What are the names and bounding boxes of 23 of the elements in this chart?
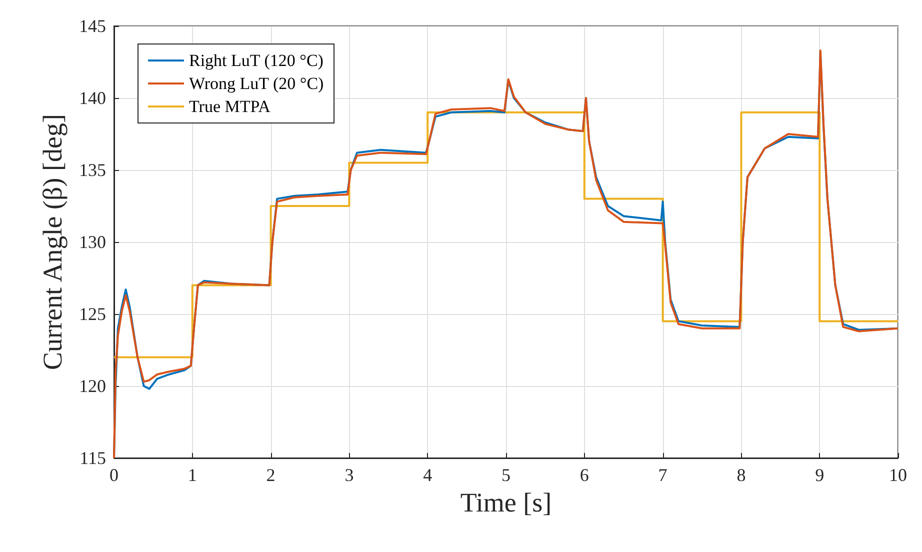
x-tick-label: 5 (502, 465, 510, 485)
x-tick-label: 7 (658, 465, 668, 485)
x-tick-label: 10 (889, 465, 907, 485)
legend-label: True MTPA (189, 97, 272, 116)
y-tick-label: 125 (79, 304, 106, 324)
y-tick-label: 130 (79, 232, 106, 252)
x-axis-title: Time [s] (460, 487, 552, 518)
y-tick-label: 135 (79, 160, 106, 180)
x-tick-label: 9 (815, 465, 824, 485)
y-tick-label: 115 (80, 448, 106, 468)
legend-label: Right LuT (120 °C) (189, 51, 324, 70)
x-tick-label: 1 (188, 465, 197, 485)
y-tick-label: 140 (79, 88, 106, 108)
legend-label: Wrong LuT (20 °C) (189, 74, 324, 93)
x-tick-label: 8 (736, 465, 746, 485)
x-tick-label: 4 (423, 465, 432, 485)
x-tick-label: 0 (110, 465, 118, 485)
x-tick-label: 6 (580, 465, 589, 485)
y-tick-label: 120 (79, 376, 106, 396)
y-axis-title: Current Angle (β) [deg] (38, 114, 68, 370)
y-tick-label: 145 (79, 16, 106, 36)
x-tick-label: 2 (266, 465, 276, 485)
x-tick-label: 3 (344, 465, 354, 485)
